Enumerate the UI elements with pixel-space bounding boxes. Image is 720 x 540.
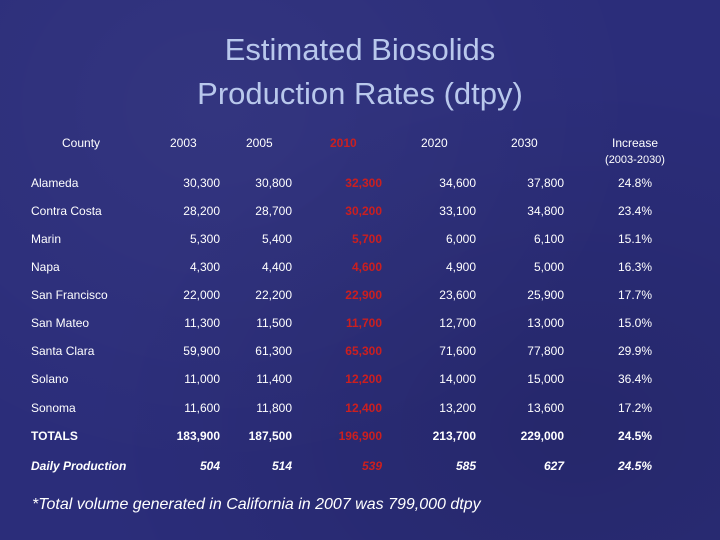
row-contra-costa-y2003: 28,200 — [183, 204, 220, 218]
row-napa-y2030: 5,000 — [533, 260, 564, 274]
row-solano-y2010: 12,200 — [345, 372, 382, 386]
row-sonoma-y2030: 13,600 — [527, 401, 564, 415]
header-2020: 2020 — [421, 136, 448, 150]
totals-row-label: TOTALS — [31, 429, 78, 443]
row-santa-clara-y2030: 77,800 — [527, 344, 564, 358]
row-santa-clara-label: Santa Clara — [31, 344, 95, 358]
row-marin-y2010: 5,700 — [351, 232, 382, 246]
row-solano-label: Solano — [31, 372, 69, 386]
footnote: *Total volume generated in California in… — [32, 496, 481, 513]
header-2005: 2005 — [246, 136, 273, 150]
daily-production-row-y2020: 585 — [455, 459, 476, 473]
row-solano-y2003: 11,000 — [184, 372, 220, 386]
header-increase-range: (2003-2030) — [605, 154, 665, 166]
row-santa-clara-y2010: 65,300 — [345, 344, 382, 358]
row-marin-y2005: 5,400 — [261, 232, 292, 246]
row-san-mateo-y2020: 12,700 — [439, 316, 476, 330]
row-san-mateo-label: San Mateo — [31, 316, 90, 330]
header-2030: 2030 — [511, 136, 538, 150]
row-santa-clara-y2003: 59,900 — [183, 344, 220, 358]
daily-production-row-y2003: 504 — [199, 459, 220, 473]
row-napa-increase: 16.3% — [617, 260, 652, 274]
row-san-mateo-y2003: 11,300 — [184, 316, 220, 330]
row-alameda-y2003: 30,300 — [183, 176, 220, 190]
row-alameda-y2005: 30,800 — [255, 176, 292, 190]
row-marin-y2003: 5,300 — [189, 232, 220, 246]
row-sonoma-y2020: 13,200 — [439, 401, 476, 415]
totals-row-y2003: 183,900 — [176, 429, 220, 443]
totals-row-y2020: 213,700 — [432, 429, 476, 443]
row-contra-costa-y2010: 30,200 — [345, 204, 382, 218]
row-napa-y2020: 4,900 — [445, 260, 476, 274]
totals-row-increase: 24.5% — [617, 429, 652, 443]
row-napa-label: Napa — [31, 260, 60, 274]
row-contra-costa-label: Contra Costa — [31, 204, 102, 218]
totals-row-y2030: 229,000 — [520, 429, 564, 443]
row-alameda-increase: 24.8% — [617, 176, 652, 190]
row-solano-increase: 36.4% — [617, 372, 652, 386]
row-sonoma-label: Sonoma — [31, 401, 76, 415]
row-solano-y2030: 15,000 — [527, 372, 564, 386]
row-sonoma-y2010: 12,400 — [345, 401, 382, 415]
daily-production-row-y2030: 627 — [543, 459, 564, 473]
header-2003: 2003 — [170, 136, 197, 150]
row-solano-y2005: 11,400 — [256, 372, 292, 386]
daily-production-row-y2005: 514 — [271, 459, 292, 473]
header-2010: 2010 — [330, 136, 357, 150]
totals-row-y2005: 187,500 — [248, 429, 292, 443]
row-san-mateo-y2010: 11,700 — [345, 316, 382, 330]
row-san-francisco-label: San Francisco — [31, 288, 108, 302]
row-alameda-y2010: 32,300 — [345, 176, 382, 190]
daily-production-row-y2010: 539 — [361, 459, 382, 473]
row-marin-y2030: 6,100 — [533, 232, 564, 246]
row-contra-costa-y2020: 33,100 — [439, 204, 476, 218]
row-san-francisco-y2003: 22,000 — [183, 288, 220, 302]
row-san-francisco-y2005: 22,200 — [255, 288, 292, 302]
row-alameda-y2020: 34,600 — [439, 176, 476, 190]
title-line-2: Production Rates (dtpy) — [197, 76, 523, 111]
daily-production-row-label: Daily Production — [31, 459, 127, 473]
row-sonoma-y2005: 11,800 — [256, 401, 292, 415]
row-napa-y2003: 4,300 — [189, 260, 220, 274]
row-san-francisco-increase: 17.7% — [617, 288, 652, 302]
row-contra-costa-increase: 23.4% — [617, 204, 652, 218]
row-santa-clara-increase: 29.9% — [617, 344, 652, 358]
daily-production-row-increase: 24.5% — [617, 459, 652, 473]
row-contra-costa-y2005: 28,700 — [255, 204, 292, 218]
row-alameda-label: Alameda — [31, 176, 79, 190]
row-marin-label: Marin — [31, 232, 62, 246]
slide-title: Estimated Biosolids Production Rates (dt… — [0, 28, 720, 116]
header-increase: Increase — [611, 136, 659, 150]
row-san-francisco-y2030: 25,900 — [527, 288, 564, 302]
title-line-1: Estimated Biosolids — [224, 32, 496, 67]
row-santa-clara-y2020: 71,600 — [439, 344, 476, 358]
row-alameda-y2030: 37,800 — [527, 176, 564, 190]
row-san-mateo-y2005: 11,500 — [256, 316, 292, 330]
row-sonoma-y2003: 11,600 — [184, 401, 220, 415]
row-contra-costa-y2030: 34,800 — [527, 204, 564, 218]
row-san-mateo-increase: 15.0% — [617, 316, 652, 330]
row-marin-y2020: 6,000 — [445, 232, 476, 246]
row-san-francisco-y2010: 22,900 — [345, 288, 382, 302]
totals-row-y2010: 196,900 — [338, 429, 382, 443]
row-marin-increase: 15.1% — [617, 232, 652, 246]
row-santa-clara-y2005: 61,300 — [255, 344, 292, 358]
row-san-francisco-y2020: 23,600 — [439, 288, 476, 302]
row-sonoma-increase: 17.2% — [617, 401, 652, 415]
header-county: County — [62, 136, 101, 150]
row-san-mateo-y2030: 13,000 — [527, 316, 564, 330]
row-napa-y2005: 4,400 — [261, 260, 292, 274]
row-napa-y2010: 4,600 — [351, 260, 382, 274]
row-solano-y2020: 14,000 — [439, 372, 476, 386]
